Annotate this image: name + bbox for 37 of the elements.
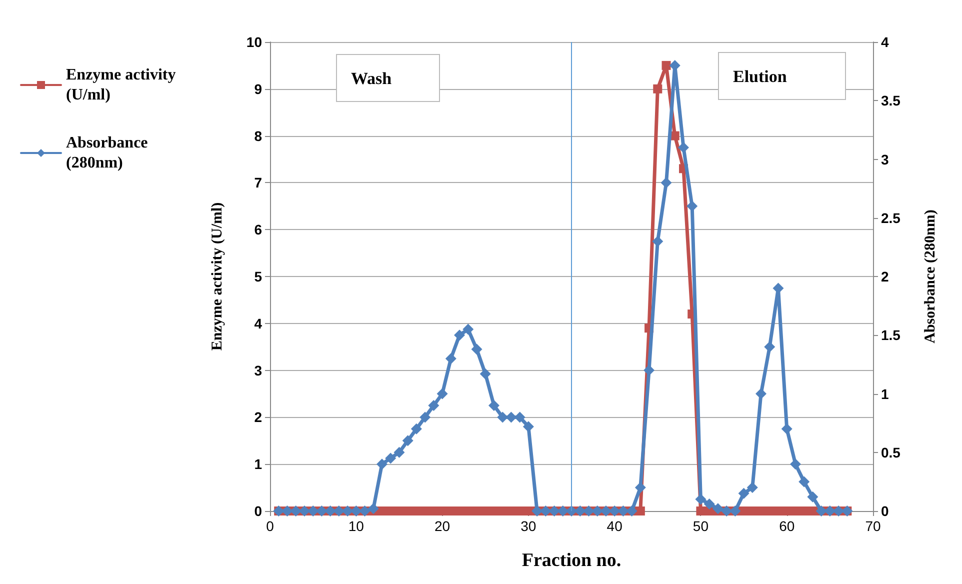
- x-tick-label: 70: [865, 518, 881, 534]
- x-tick-label: 50: [692, 518, 709, 534]
- y2-tick-label: 2.5: [881, 210, 901, 226]
- legend-label: Absorbance (280nm): [66, 134, 148, 172]
- y-tick-label: 8: [254, 128, 262, 144]
- y-tick-label: 1: [254, 456, 262, 472]
- y-tick-label: 6: [254, 222, 262, 238]
- y-tick-label: 3: [254, 362, 262, 378]
- x-tick-label: 60: [779, 518, 795, 534]
- legend-label: Enzyme activity (U/ml): [66, 66, 176, 104]
- y-tick-label: 7: [254, 174, 262, 191]
- text-box: Wash: [336, 54, 440, 102]
- y2-tick-label: 0: [881, 503, 889, 519]
- y2-tick-label: 0.5: [881, 444, 901, 460]
- y-tick-label: 9: [254, 80, 262, 97]
- y-tick-label: 4: [254, 315, 262, 332]
- y-tick-label: 5: [254, 268, 262, 284]
- y2-tick-label: 3: [881, 151, 889, 168]
- x-tick-label: 30: [520, 518, 536, 534]
- x-tick-label: 40: [606, 518, 623, 534]
- y2-tick-label: 3.5: [881, 92, 901, 109]
- x-axis-title: Fraction no.: [522, 550, 622, 571]
- y2-axis-title: Absorbance (280nm): [922, 210, 938, 344]
- y-tick-label: 10: [246, 34, 262, 50]
- x-tick-label: 10: [348, 518, 364, 534]
- y2-tick-label: 1.5: [881, 327, 901, 344]
- annotation: Elution: [733, 67, 787, 86]
- x-tick-label: 20: [434, 518, 450, 534]
- y2-tick-label: 4: [881, 34, 889, 50]
- y-tick-label: 0: [254, 503, 262, 519]
- x-tick-label: 0: [266, 518, 274, 534]
- y-tick-label: 2: [254, 409, 262, 426]
- y-axis-title: Enzyme activity (U/ml): [210, 202, 226, 351]
- y2-tick-label: 1: [881, 386, 889, 402]
- annotation: Wash: [351, 69, 392, 88]
- text-box: Elution: [718, 52, 846, 100]
- y2-tick-label: 2: [881, 268, 889, 284]
